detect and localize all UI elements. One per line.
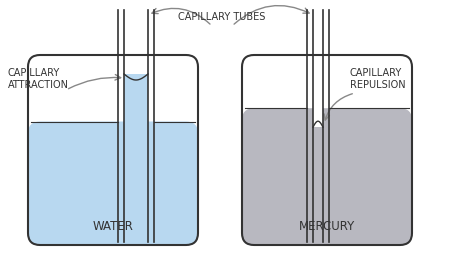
FancyBboxPatch shape <box>242 108 412 245</box>
FancyBboxPatch shape <box>28 121 198 245</box>
Text: CAPILLARY
REPULSION: CAPILLARY REPULSION <box>350 68 405 90</box>
Text: MERCURY: MERCURY <box>299 220 355 234</box>
Bar <box>124 74 148 245</box>
Text: CAPILLARY TUBES: CAPILLARY TUBES <box>178 12 266 22</box>
Bar <box>313 108 323 127</box>
Text: CAPILLARY
ATTRACTION: CAPILLARY ATTRACTION <box>8 68 69 90</box>
Text: WATER: WATER <box>93 220 134 234</box>
